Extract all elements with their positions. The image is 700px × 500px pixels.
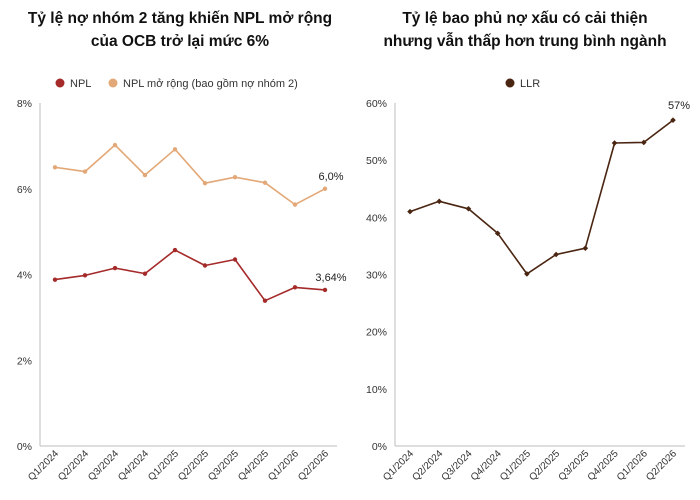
data-point (465, 205, 472, 212)
x-tick-label: Q1/2025 (146, 448, 181, 483)
npl-chart-panel: Tỷ lệ nợ nhóm 2 tăng khiến NPL mở rộng củ… (17, 10, 347, 483)
data-point (172, 247, 178, 253)
data-point (670, 117, 676, 123)
data-point (232, 257, 238, 262)
data-point (202, 263, 208, 268)
chart-title-line: Tỷ lệ bao phủ nợ xấu có cải thiện (402, 10, 647, 27)
data-point (640, 139, 647, 146)
data-point (52, 165, 58, 170)
data-point (172, 147, 178, 152)
data-point (524, 271, 530, 277)
x-tick-label: Q3/2025 (206, 448, 241, 483)
legend-swatch (108, 78, 118, 88)
data-point (611, 140, 618, 146)
data-point (436, 198, 443, 205)
data-point (322, 287, 328, 293)
data-point (82, 273, 88, 278)
y-tick-label: 6% (17, 184, 32, 196)
data-point (292, 202, 298, 207)
x-tick-label: Q3/2025 (557, 448, 592, 483)
y-tick-label: 50% (366, 155, 387, 167)
data-point (322, 186, 328, 191)
legend-swatch (505, 78, 515, 88)
x-tick-label: Q1/2024 (26, 448, 61, 483)
data-point (292, 285, 298, 290)
y-tick-label: 2% (17, 355, 32, 367)
data-point (262, 298, 268, 303)
data-point (553, 251, 559, 258)
x-tick-label: Q3/2024 (440, 448, 475, 483)
x-tick-label: Q4/2025 (236, 448, 271, 483)
y-tick-label: 40% (366, 212, 387, 224)
x-tick-label: Q4/2025 (586, 448, 621, 483)
data-point (407, 208, 413, 215)
x-tick-label: Q2/2025 (176, 448, 211, 483)
x-tick-label: Q2/2026 (296, 448, 331, 483)
data-point (202, 180, 208, 186)
data-point (494, 230, 501, 237)
chart-title-line: Tỷ lệ nợ nhóm 2 tăng khiến NPL mở rộng (28, 10, 332, 27)
series-line (54, 144, 326, 206)
x-tick-label: Q4/2024 (469, 448, 504, 483)
y-tick-label: 60% (366, 98, 387, 110)
x-tick-label: Q1/2026 (266, 448, 301, 483)
data-point (582, 245, 589, 252)
y-tick-label: 0% (17, 441, 32, 453)
llr-chart-panel: Tỷ lệ bao phủ nợ xấu có cải thiện nhưng v… (366, 10, 690, 483)
series-line (54, 249, 326, 302)
x-tick-label: Q2/2025 (527, 448, 562, 483)
x-tick-label: Q2/2026 (644, 448, 679, 483)
x-tick-label: Q4/2024 (116, 448, 151, 483)
y-tick-label: 30% (366, 270, 387, 282)
data-point (112, 265, 118, 271)
y-tick-label: 0% (372, 441, 387, 453)
chart-title-line: của OCB trở lại mức 6% (91, 33, 269, 50)
x-tick-label: Q1/2026 (615, 448, 650, 483)
x-tick-label: Q2/2024 (410, 448, 445, 483)
data-label: 57% (668, 100, 690, 112)
chart-title-line: nhưng vẫn thấp hơn trung bình ngành (383, 33, 666, 50)
data-point (262, 180, 268, 185)
data-point (52, 277, 58, 282)
data-point (112, 142, 118, 148)
y-tick-label: 20% (366, 327, 387, 339)
x-tick-label: Q2/2024 (56, 448, 91, 483)
x-tick-label: Q1/2025 (498, 448, 533, 483)
y-tick-label: 4% (17, 270, 32, 282)
legend-label: LLR (520, 78, 540, 90)
data-point (232, 174, 238, 180)
data-label: 3,64% (315, 272, 346, 284)
x-tick-label: Q1/2024 (381, 448, 416, 483)
series-line (409, 119, 674, 275)
legend-label: NPL mở rộng (bao gồm nợ nhóm 2) (123, 78, 298, 90)
x-tick-label: Q3/2024 (86, 448, 121, 483)
legend-swatch (55, 78, 65, 88)
data-point (142, 271, 148, 276)
y-tick-label: 10% (366, 384, 387, 396)
y-tick-label: 8% (17, 98, 32, 110)
data-point (142, 172, 148, 178)
data-point (82, 169, 88, 174)
data-label: 6,0% (318, 171, 343, 183)
legend-label: NPL (70, 78, 91, 90)
